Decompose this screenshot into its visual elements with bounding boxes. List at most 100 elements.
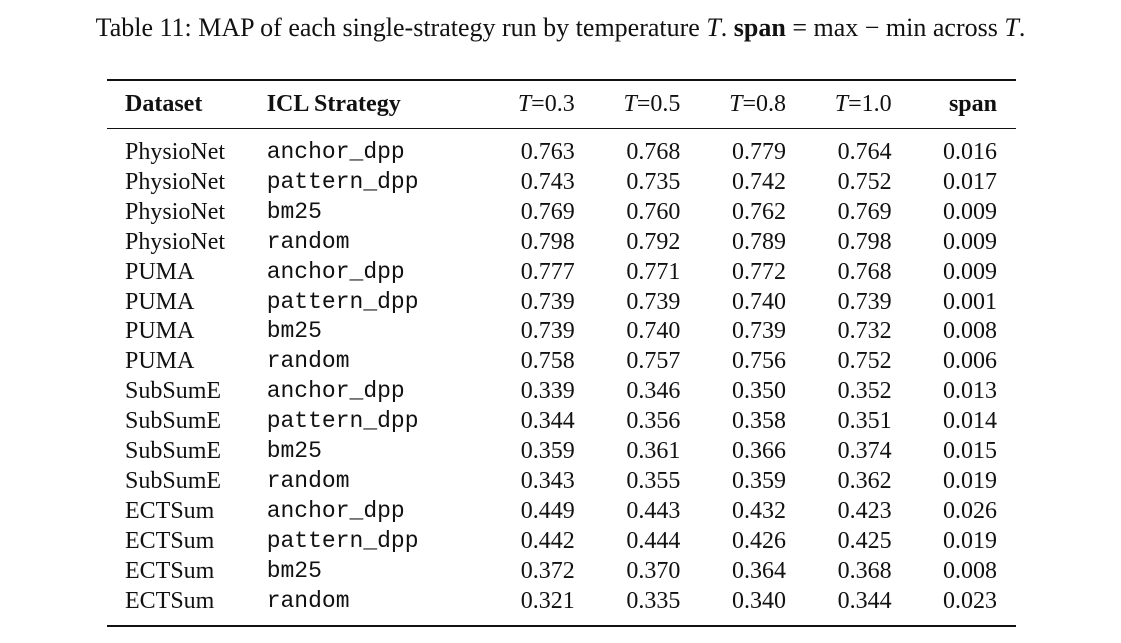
caption-equals: = max − min across [785, 13, 1005, 42]
cell-t05: 0.355 [626, 467, 681, 494]
cell-t08: 0.358 [732, 408, 786, 435]
cell-dataset: PhysioNet [125, 198, 226, 225]
cell-dataset: PhysioNet [125, 139, 226, 165]
cell-span: 0.001 [943, 288, 997, 315]
cell-t08: 0.742 [732, 168, 786, 195]
cell-span: 0.006 [943, 348, 997, 375]
cell-t08: 0.432 [732, 497, 786, 524]
cell-dataset: PhysioNet [125, 228, 226, 255]
cell-strategy: anchor_dpp [266, 258, 405, 285]
cell-t08: 0.364 [732, 557, 786, 584]
cell-dataset: SubSumE [125, 467, 222, 494]
cell-span: 0.019 [943, 527, 997, 554]
cell-t03: 0.743 [520, 168, 575, 195]
cell-span: 0.013 [943, 378, 997, 405]
cell-t08: 0.772 [732, 258, 786, 285]
header-row: Dataset ICL Strategy T=0.3 T=0.5 T=0.8 T… [107, 80, 1016, 129]
cell-t03: 0.739 [520, 318, 575, 345]
cell-t10: 0.764 [837, 139, 892, 165]
cell-strategy: random [266, 587, 350, 614]
cell-span: 0.009 [943, 228, 997, 255]
cell-t08: 0.359 [732, 467, 786, 494]
caption-t-symbol: T [706, 13, 721, 42]
cell-dataset: PUMA [125, 258, 195, 285]
cell-t08: 0.779 [732, 139, 786, 165]
cell-t05: 0.335 [626, 587, 681, 614]
cell-strategy: anchor_dpp [266, 139, 405, 165]
cell-dataset: ECTSum [125, 557, 215, 584]
cell-dataset: SubSumE [125, 378, 222, 405]
cell-t08: 0.756 [732, 348, 786, 375]
cell-t05: 0.792 [626, 228, 681, 255]
cell-strategy: bm25 [266, 318, 322, 345]
cell-t08: 0.789 [732, 228, 786, 255]
table-row: PUMA anchor_dpp 0.777 0.771 0.772 0.768 0.009 [107, 258, 1016, 288]
cell-dataset: ECTSum [125, 497, 215, 524]
cell-strategy: bm25 [266, 198, 322, 225]
cell-span: 0.019 [943, 467, 997, 494]
cell-dataset: PUMA [125, 318, 195, 345]
cell-t10: 0.752 [837, 168, 892, 195]
table-row: PhysioNet random 0.798 0.792 0.789 0.798 0.009 [107, 228, 1016, 258]
cell-t03: 0.449 [520, 497, 575, 524]
table-row: PhysioNet anchor_dpp 0.763 0.768 0.779 0.764 0… [107, 129, 1016, 168]
cell-strategy: anchor_dpp [266, 497, 405, 524]
table-row: PhysioNet bm25 0.769 0.760 0.762 0.769 0.009 [107, 198, 1016, 228]
cell-strategy: random [266, 348, 350, 375]
cell-t08: 0.366 [732, 438, 786, 465]
cell-t05: 0.760 [626, 198, 681, 225]
table-row: SubSumE bm25 0.359 0.361 0.366 0.374 0.015 [107, 437, 1016, 467]
cell-t03: 0.769 [520, 198, 575, 225]
cell-span: 0.017 [943, 168, 997, 195]
cell-strategy: random [266, 228, 350, 255]
cell-dataset: PUMA [125, 348, 195, 375]
cell-t05: 0.346 [626, 378, 681, 405]
table-caption: Table 11: MAP of each single-strategy ru… [0, 11, 1121, 45]
cell-t03: 0.321 [520, 587, 575, 614]
caption-prefix: Table 11: MAP of each single-strategy ru… [95, 13, 707, 42]
header-t10-value: =1.0 [848, 91, 892, 117]
cell-strategy: pattern_dpp [266, 168, 419, 195]
cell-t10: 0.352 [837, 378, 892, 405]
cell-t05: 0.444 [626, 527, 681, 554]
cell-t08: 0.350 [732, 378, 786, 405]
cell-t05: 0.356 [626, 408, 681, 435]
cell-t10: 0.768 [837, 258, 892, 285]
cell-span: 0.009 [943, 198, 997, 225]
cell-dataset: ECTSum [125, 527, 215, 554]
cell-t03: 0.763 [520, 139, 575, 165]
header-t10: T=1.0 [786, 80, 892, 129]
cell-strategy: bm25 [266, 557, 322, 584]
cell-t10: 0.423 [837, 497, 892, 524]
cell-t03: 0.442 [520, 527, 575, 554]
cell-dataset: ECTSum [125, 587, 215, 614]
cell-t10: 0.739 [837, 288, 892, 315]
header-t08-value: =0.8 [742, 91, 786, 117]
cell-t08: 0.426 [732, 527, 786, 554]
cell-span: 0.023 [943, 587, 997, 614]
header-t05-symbol: T [623, 91, 637, 117]
cell-t10: 0.368 [837, 557, 892, 584]
cell-dataset: SubSumE [125, 438, 222, 465]
cell-t10: 0.798 [837, 228, 892, 255]
table-row: ECTSum pattern_dpp 0.442 0.444 0.426 0.425 0.0… [107, 527, 1016, 557]
cell-span: 0.026 [943, 497, 997, 524]
cell-t08: 0.740 [732, 288, 786, 315]
cell-t05: 0.740 [626, 318, 681, 345]
header-dataset: Dataset [125, 91, 203, 117]
header-t08: T=0.8 [680, 80, 786, 129]
cell-dataset: PhysioNet [125, 168, 226, 195]
cell-span: 0.008 [943, 318, 997, 345]
table-row: PUMA random 0.758 0.757 0.756 0.752 0.006 [107, 347, 1016, 377]
table-row: SubSumE pattern_dpp 0.344 0.356 0.358 0.351 0.… [107, 407, 1016, 437]
header-t03: T=0.3 [469, 80, 575, 129]
cell-t03: 0.359 [520, 438, 575, 465]
cell-t05: 0.370 [626, 557, 681, 584]
table-row: ECTSum anchor_dpp 0.449 0.443 0.432 0.423 0.02… [107, 497, 1016, 527]
cell-t10: 0.362 [837, 467, 892, 494]
cell-t10: 0.344 [837, 587, 892, 614]
cell-span: 0.009 [943, 258, 997, 285]
cell-t03: 0.343 [520, 467, 575, 494]
cell-strategy: pattern_dpp [266, 288, 419, 315]
table-row: ECTSum bm25 0.372 0.370 0.364 0.368 0.008 [107, 557, 1016, 587]
